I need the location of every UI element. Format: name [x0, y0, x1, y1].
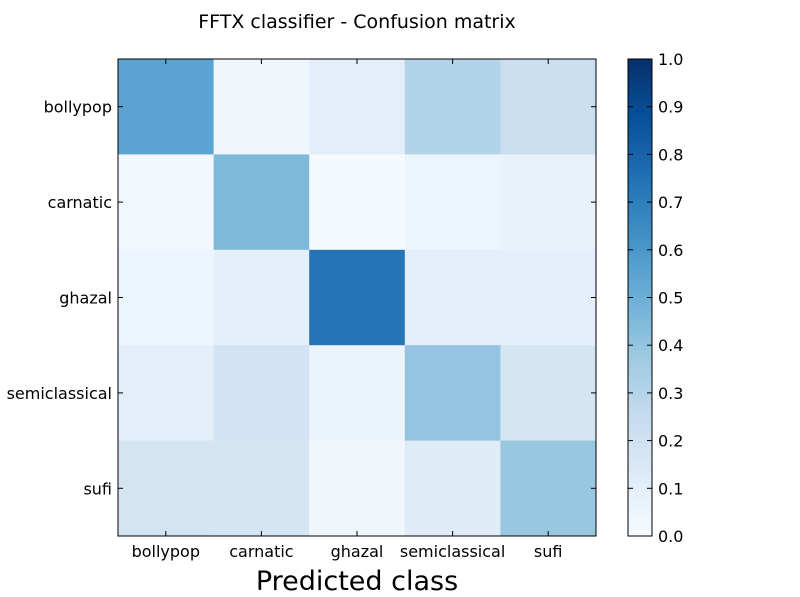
colorbar-tick-label: 0.2	[658, 432, 683, 451]
colorbar-tick-label: 0.1	[658, 479, 683, 498]
axis-ticks	[118, 59, 596, 536]
heatmap-cell	[213, 440, 310, 537]
heatmap-cell	[213, 345, 310, 442]
y-tick-label: carnatic	[48, 193, 112, 212]
chart-title: FFTX classifier - Confusion matrix	[198, 11, 516, 33]
colorbar-tick-label: 0.4	[658, 336, 683, 355]
colorbar-tick-label: 0.0	[658, 527, 683, 546]
y-tick-label: sufi	[83, 479, 112, 498]
heatmap-cell	[213, 154, 310, 251]
colorbar-tick-label: 0.9	[658, 98, 683, 117]
heatmap-cell	[118, 440, 215, 537]
colorbar-tick-label: 1.0	[658, 50, 683, 69]
x-tick-labels: bollypop carnatic ghazal semiclassical sufi	[132, 542, 563, 561]
heatmap-cell	[309, 249, 406, 346]
heatmap-cell	[404, 154, 501, 251]
heatmap-cells	[118, 59, 597, 537]
x-tick-label: carnatic	[229, 542, 293, 561]
x-tick-label: ghazal	[331, 542, 384, 561]
y-tick-label: semiclassical	[7, 384, 112, 403]
heatmap-cell	[309, 59, 406, 155]
y-tick-labels: bollypop carnatic ghazal semiclassical sufi	[7, 98, 112, 499]
heatmap-cell	[500, 59, 597, 155]
x-tick-label: bollypop	[132, 542, 200, 561]
colorbar-tick-label: 0.7	[658, 193, 683, 212]
heatmap-cell	[309, 154, 406, 251]
heatmap-cell	[500, 440, 597, 537]
heatmap-cell	[118, 249, 215, 346]
colorbar-ticks: 0.0 0.1 0.2 0.3 0.4 0.5 0.6 0.7 0.8 0.9 1.0	[628, 50, 683, 546]
y-tick-label: ghazal	[59, 289, 112, 308]
heatmap-cell	[309, 345, 406, 442]
heatmap-cell	[118, 154, 215, 251]
heatmap-cell	[213, 59, 310, 155]
heatmap-cell	[404, 59, 501, 155]
heatmap-cell	[500, 249, 597, 346]
heatmap-cell	[404, 345, 501, 442]
y-tick-label: bollypop	[44, 98, 112, 117]
heatmap-cell	[500, 345, 597, 442]
x-tick-label: sufi	[534, 542, 563, 561]
heatmap-cell	[404, 249, 501, 346]
x-tick-label: semiclassical	[400, 542, 505, 561]
heatmap-cell	[213, 249, 310, 346]
heatmap-cell	[309, 440, 406, 537]
colorbar-tick-label: 0.8	[658, 145, 683, 164]
x-axis-label: Predicted class	[256, 566, 458, 597]
heatmap-cell	[118, 345, 215, 442]
colorbar-tick-label: 0.3	[658, 384, 683, 403]
heatmap-cell	[404, 440, 501, 537]
heatmap-cell	[500, 154, 597, 251]
colorbar-tick-label: 0.5	[658, 289, 683, 308]
colorbar-tick-label: 0.6	[658, 241, 683, 260]
heatmap-cell	[118, 59, 215, 155]
